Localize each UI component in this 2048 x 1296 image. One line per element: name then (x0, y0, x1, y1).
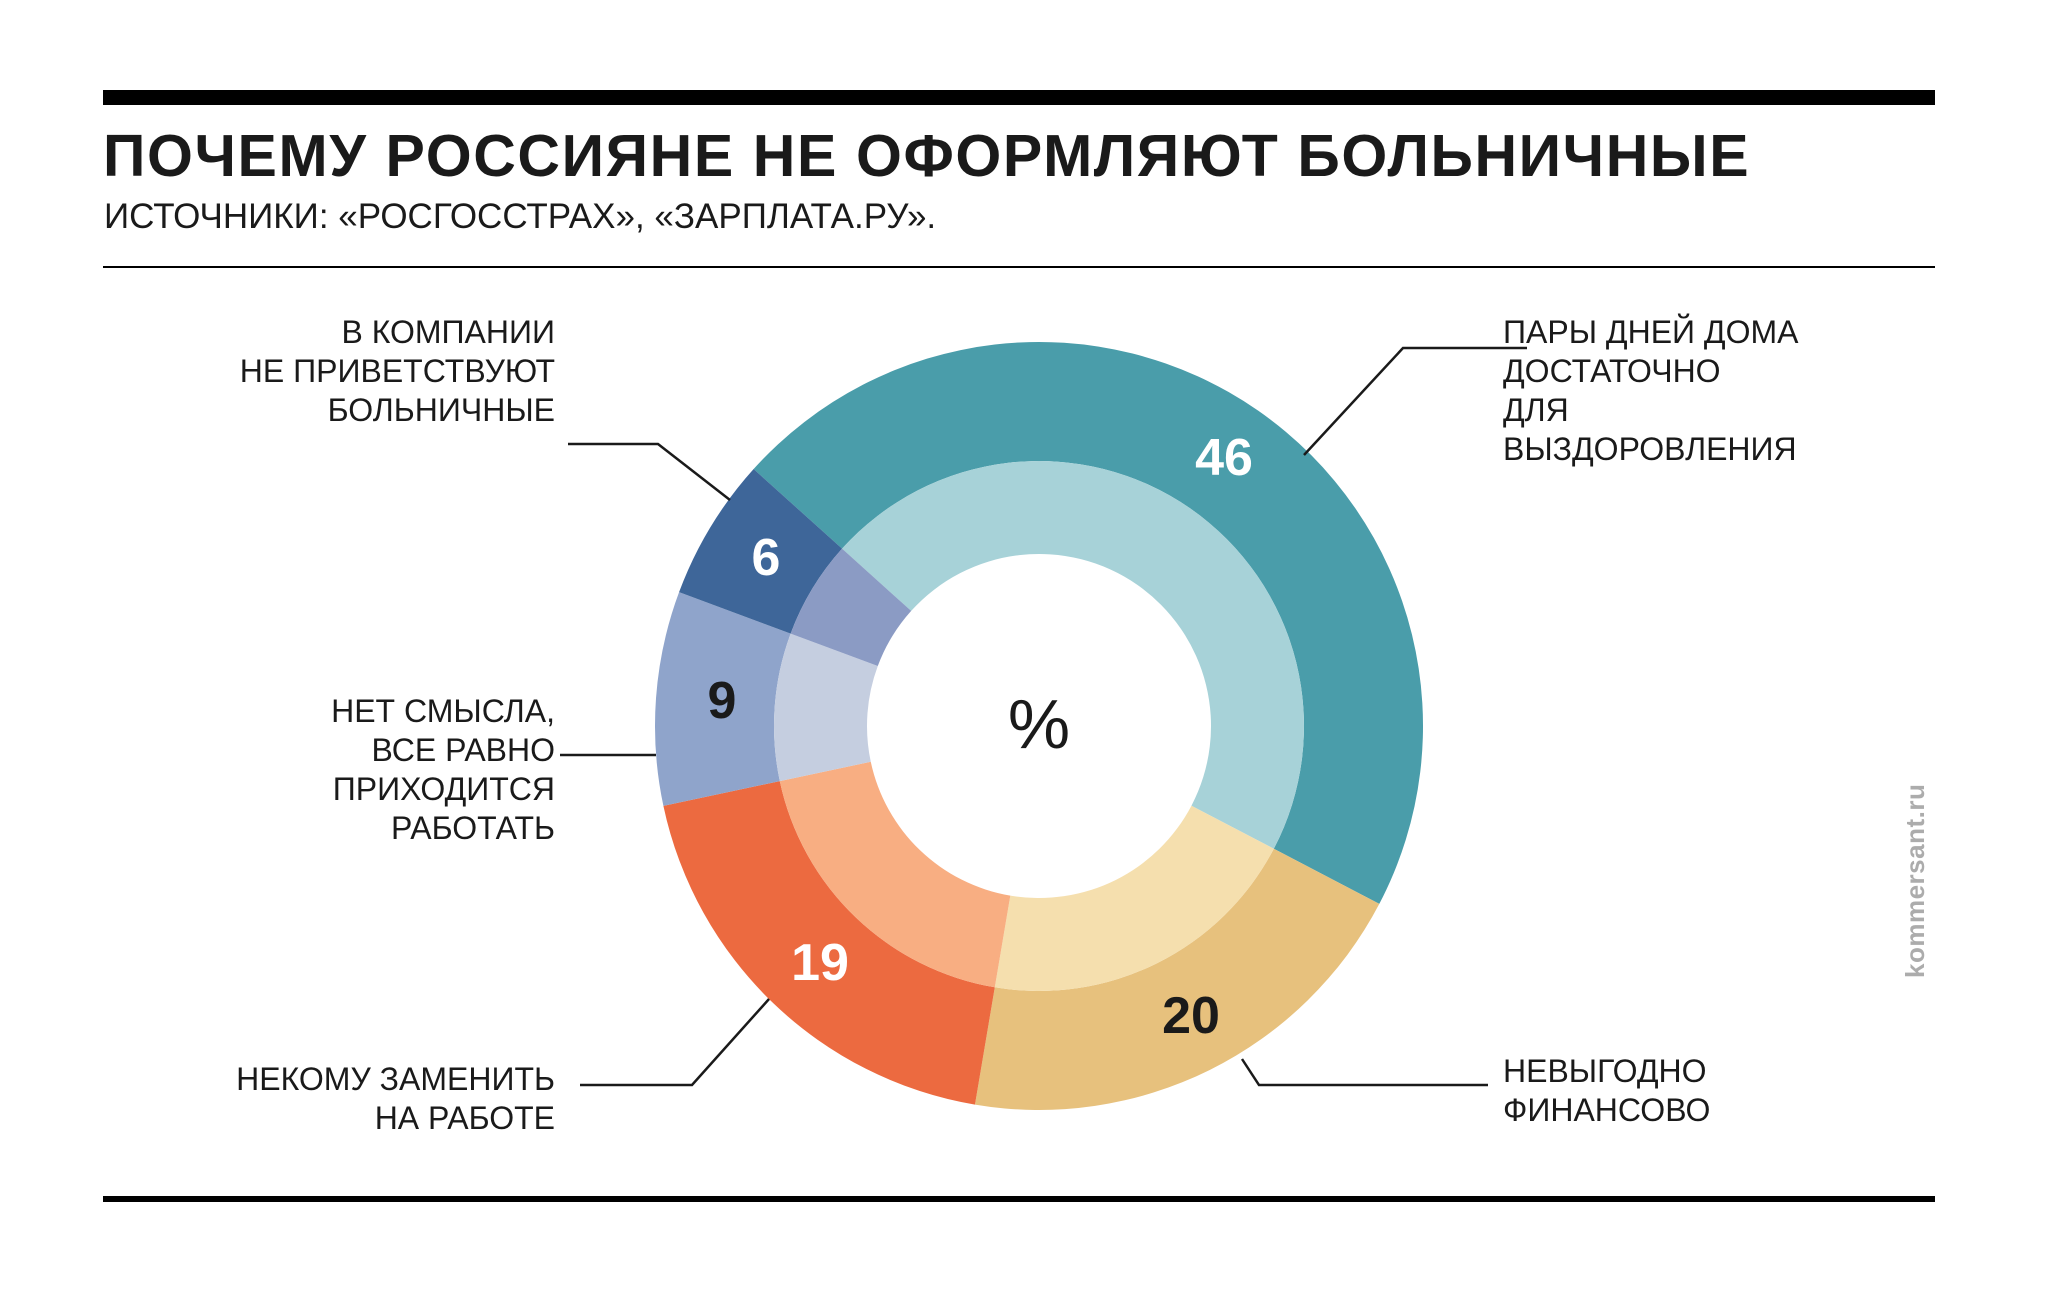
svg-text:46: 46 (1195, 429, 1253, 487)
svg-text:20: 20 (1162, 987, 1220, 1045)
svg-text:19: 19 (791, 934, 849, 992)
svg-text:6: 6 (752, 529, 781, 587)
svg-text:%: % (1008, 685, 1070, 763)
svg-text:9: 9 (708, 672, 737, 730)
